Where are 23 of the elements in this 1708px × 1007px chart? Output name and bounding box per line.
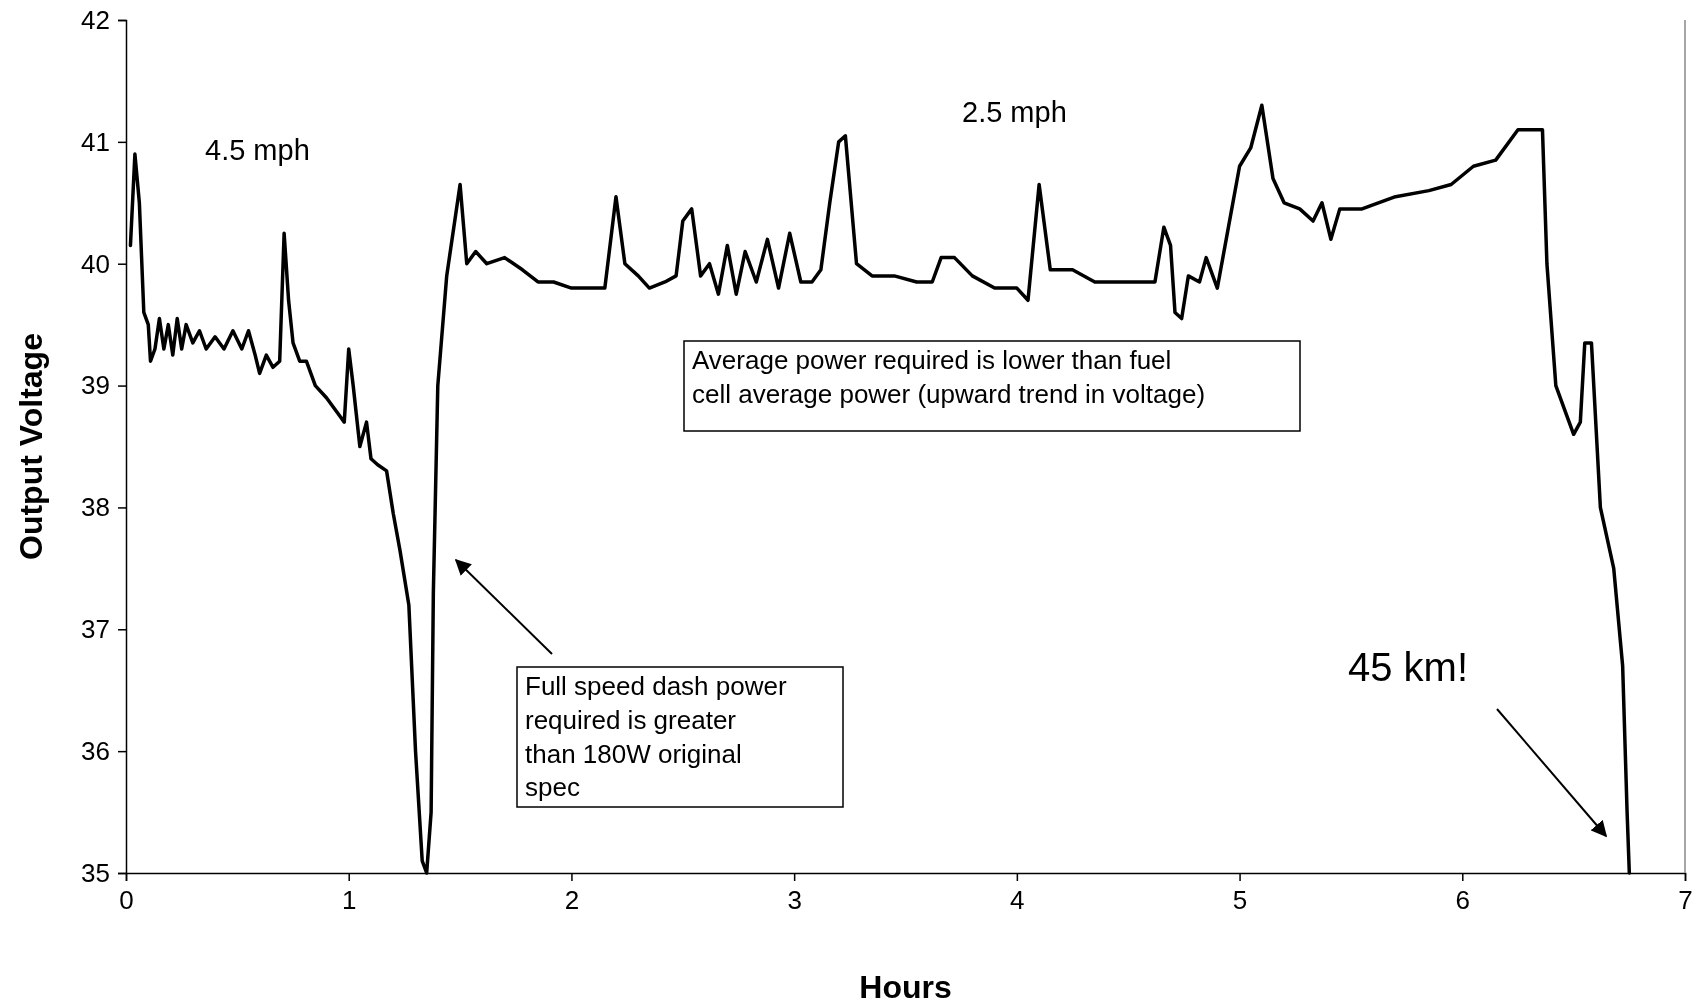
x-tick-label: 2 <box>564 885 580 916</box>
y-tick-label: 40 <box>81 248 110 279</box>
x-tick-label: 4 <box>1010 885 1025 916</box>
x-tick-label: 3 <box>787 885 802 916</box>
annotation: Full speed dash power required is greater than 180W original spec <box>525 671 787 803</box>
annotation: 4.5 mph <box>205 134 310 166</box>
annotation: 2.5 mph <box>962 96 1067 128</box>
y-tick-label: 42 <box>81 4 110 35</box>
y-tick-label: 37 <box>81 614 110 645</box>
y-tick-label: 36 <box>81 735 110 766</box>
x-tick-label: 7 <box>1678 885 1693 916</box>
x-tick-label: 1 <box>341 885 357 916</box>
y-tick-label: 39 <box>81 370 110 401</box>
y-axis-title: Output Voltage <box>13 333 49 560</box>
x-tick-label: 6 <box>1455 885 1471 916</box>
annotation: Average power required is lower than fuel cell average power (upward trend in voltage) <box>692 345 1206 409</box>
x-axis-title: Hours <box>859 969 952 1005</box>
annotation: 45 km! <box>1348 645 1469 689</box>
x-tick-label: 5 <box>1232 885 1248 916</box>
x-tick-label: 0 <box>119 885 134 916</box>
y-tick-label: 38 <box>81 492 110 523</box>
y-tick-label: 41 <box>81 126 110 157</box>
y-tick-label: 35 <box>81 857 110 888</box>
